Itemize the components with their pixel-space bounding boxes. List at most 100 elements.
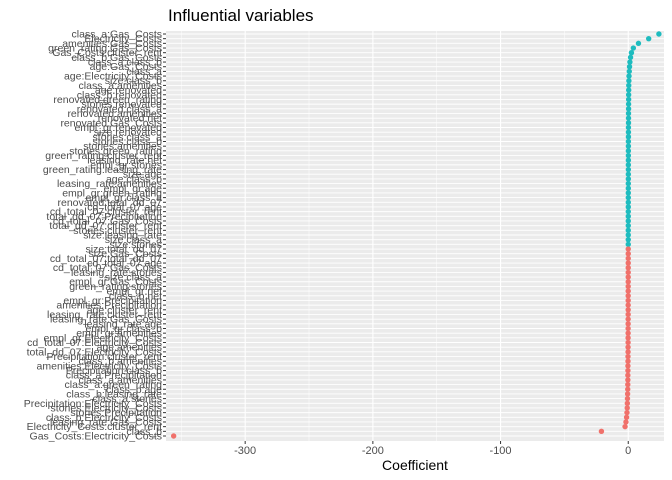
y-tick-label: empl_gr:amenities (76, 328, 162, 340)
y-tick-label: stories:Electricity_Costs (51, 402, 162, 414)
y-tick-label: class_b:renovated (77, 89, 162, 101)
data-point (625, 152, 632, 159)
y-tick-label: leasing_rate:stories (71, 267, 162, 279)
x-tick-label: 0 (625, 445, 631, 457)
data-point (623, 419, 629, 425)
data-point (625, 344, 631, 350)
y-tick-label: class_b:Electricity_Costs (46, 412, 162, 424)
data-point (625, 120, 632, 126)
y-tick-label: total_dd_07:cluster_rent (49, 220, 162, 232)
y-tick-label: amenities:Gas_Costs (62, 38, 162, 50)
data-point (626, 64, 633, 70)
y-tick-label: cd_total_07:Electricity_Costs (27, 337, 162, 349)
data-point (625, 255, 631, 262)
y-tick-label: size:renovated (94, 127, 162, 139)
y-tick-label: size:class_b (105, 75, 162, 87)
data-point (625, 316, 631, 322)
y-tick-label: Gas_Costs:cluster_rent (52, 47, 162, 59)
y-tick-label: size:class_a (105, 272, 162, 284)
y-tick-label: renovated:amenities (67, 108, 162, 120)
y-tick-label: cd_total_07:Gas_Costs (53, 215, 162, 227)
y-tick-label: size:total_dd_07 (86, 244, 163, 256)
data-point (625, 124, 632, 131)
data-point (626, 73, 632, 79)
data-point (170, 433, 177, 439)
x-tick-label: -200 (362, 445, 384, 457)
y-tick-label: leasing_rate:Gas_Costs (50, 416, 162, 428)
data-point (625, 180, 632, 187)
y-tick-label: stories:cluster_rent (73, 225, 162, 237)
data-point (630, 45, 637, 51)
y-tick-label: age:class_b (106, 173, 162, 185)
data-point (625, 279, 631, 285)
y-tick-label: size:leasing_rate (83, 230, 162, 242)
data-point (625, 367, 631, 374)
x-tick-label: -100 (490, 445, 512, 457)
data-point (625, 138, 632, 145)
data-point (625, 236, 631, 243)
y-tick-label: renovated:net (98, 113, 162, 125)
data-point (625, 194, 632, 201)
data-point (624, 391, 631, 397)
y-tick-label: age:amenities (97, 342, 162, 354)
data-point (625, 166, 632, 173)
data-point (624, 405, 630, 411)
data-point (625, 241, 631, 248)
data-point (625, 208, 631, 215)
data-point (625, 293, 631, 299)
y-tick-label: class_a:green_rating (65, 379, 163, 391)
data-point (645, 35, 652, 42)
y-tick-label: empl_gr:Precipitation (63, 295, 162, 307)
data-point (625, 106, 632, 112)
data-point (625, 96, 632, 103)
x-tick-label: -300 (234, 445, 256, 457)
data-point (625, 185, 632, 191)
y-tick-label: renovated:Gas_Costs (60, 117, 162, 129)
y-tick-label: class_b:Gas_Costs (72, 52, 162, 64)
data-point (625, 162, 632, 168)
data-point (624, 395, 631, 402)
y-tick-label: class_a:stories (93, 393, 162, 405)
y-tick-label: stories:amenities (83, 141, 162, 153)
data-point (625, 101, 632, 107)
data-point (625, 129, 632, 135)
y-tick-label: Precipitation:cluster_rent (46, 351, 162, 363)
y-tick-label: cd_total_07:Gas_Costs (53, 262, 162, 274)
y-tick-label: age:Electricity_Costs (64, 71, 162, 83)
y-tick-label: cd_total_07:total_dd_07 (50, 253, 162, 265)
data-point (625, 232, 631, 238)
data-point (625, 148, 632, 154)
data-point (625, 87, 632, 93)
x-axis-ticks: -300 -200 -100 0 (234, 441, 631, 457)
data-point (628, 49, 635, 56)
y-tick-label: age:renovated (95, 85, 162, 97)
data-point (624, 400, 631, 406)
y-tick-label: size:Gas_Costs (88, 248, 162, 260)
x-axis-title: Coefficient (382, 457, 448, 473)
data-point (625, 190, 632, 196)
data-point (625, 260, 631, 266)
y-tick-label: cd_total_07:age (87, 258, 162, 270)
data-point (625, 377, 631, 383)
y-tick-label: Gas_Costs:Electricity_Costs (30, 431, 162, 443)
y-tick-label: empl_gr:green_rating (62, 187, 162, 199)
y-tick-label: class_a:amenities (79, 374, 162, 386)
data-point (625, 330, 631, 336)
data-point (622, 423, 628, 430)
data-point (626, 82, 632, 89)
data-point (625, 339, 631, 346)
data-point (625, 321, 631, 327)
y-tick-label: cd_total_07:cluster_rent (50, 206, 162, 218)
data-point (598, 428, 605, 435)
y-tick-label: empl_gr:Gas_Costs (69, 276, 162, 288)
y-tick-label: age:cluster_rent (87, 304, 162, 316)
y-axis-ticks (163, 33, 166, 437)
data-point (625, 363, 631, 369)
data-point (625, 288, 631, 294)
y-tick-label: stories:renovated (81, 99, 162, 111)
y-tick-label: green_rating:stories (69, 281, 162, 293)
y-tick-label: class_b (126, 426, 162, 438)
y-tick-label: empl_gr:renovated (74, 122, 162, 134)
y-tick-label: size:age (123, 169, 162, 181)
